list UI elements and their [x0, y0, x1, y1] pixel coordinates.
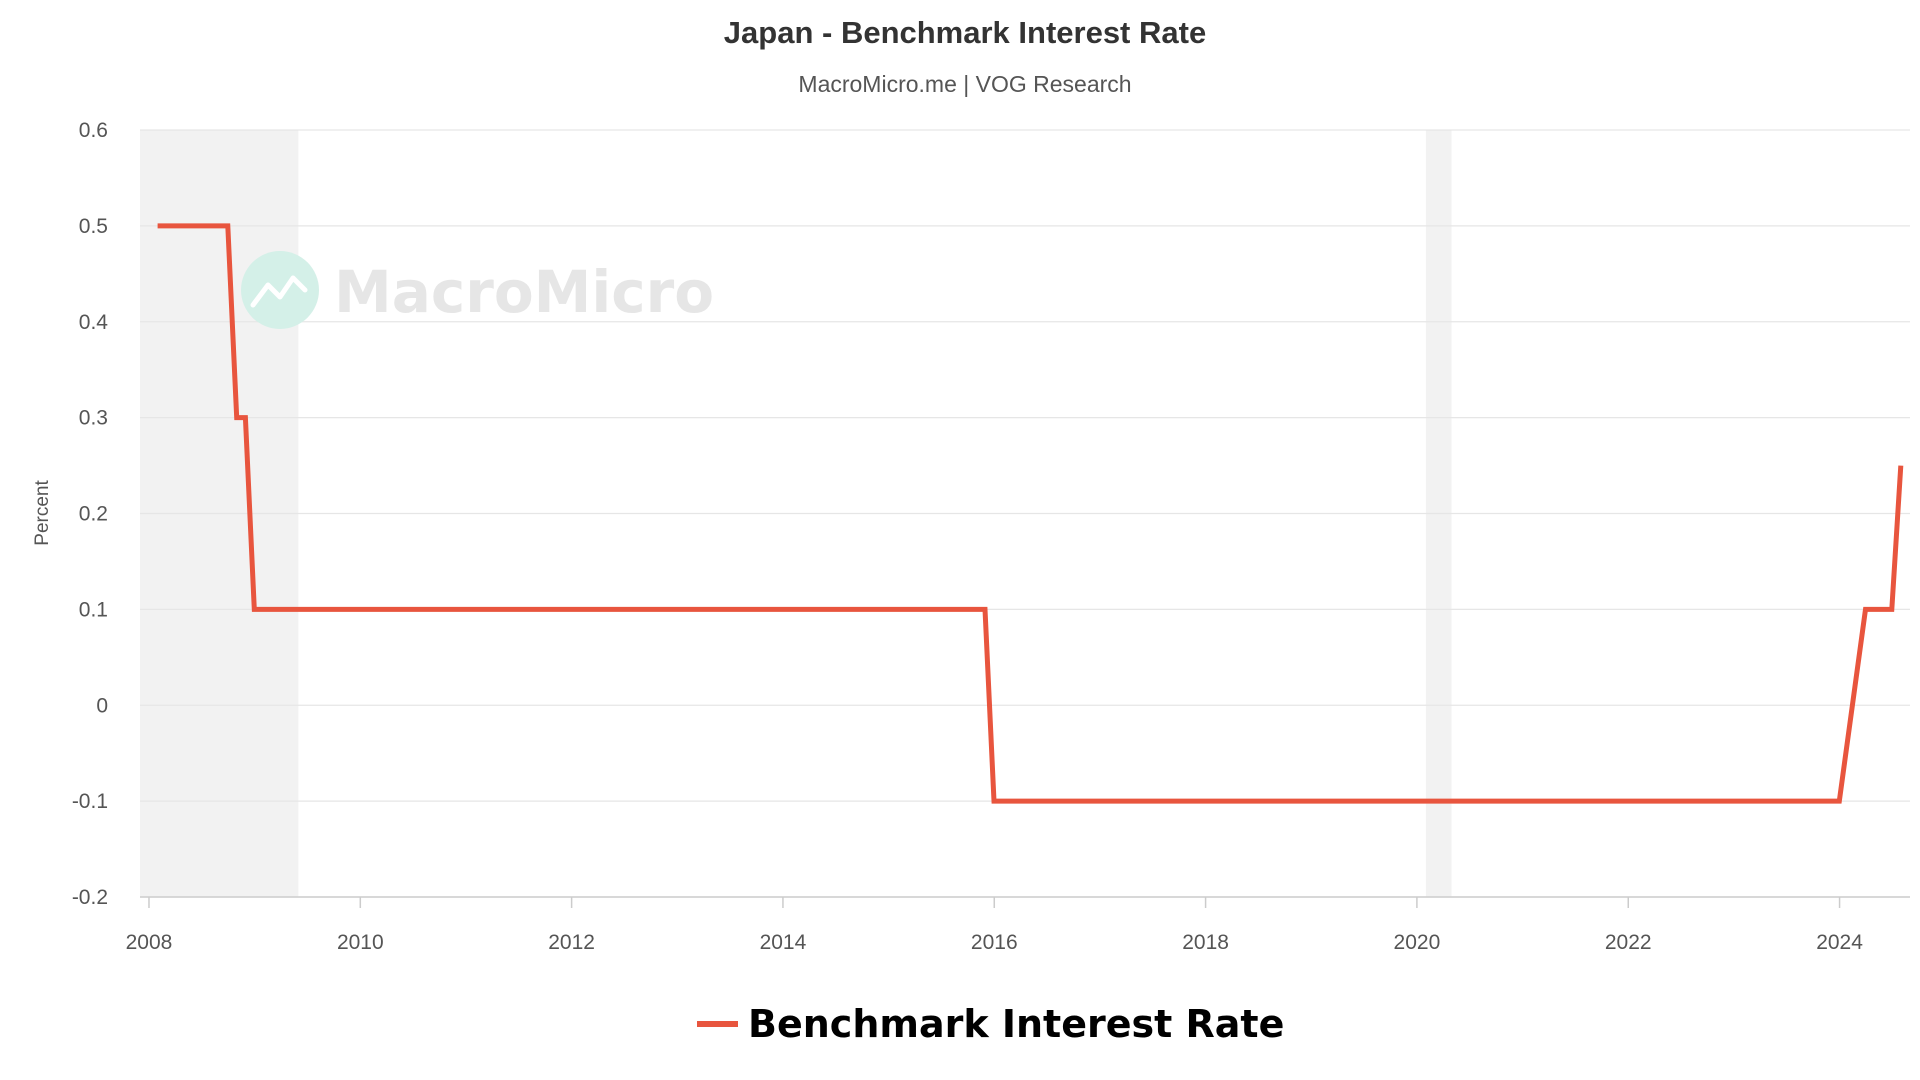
chart-title: Japan - Benchmark Interest Rate: [724, 15, 1206, 50]
y-axis: 0.6 0.5 0.4 0.3 0.2 0.1 0 -0.1 -0.2: [72, 119, 108, 909]
y-tick-label: 0.2: [79, 503, 108, 526]
y-tick-label: 0.1: [79, 598, 108, 621]
series-line: [157, 223, 1904, 804]
legend[interactable]: Benchmark Interest Rate: [697, 1002, 1284, 1046]
watermark: MacroMicro: [241, 251, 714, 329]
x-tick-label: 2014: [760, 931, 807, 954]
x-tick-label: 2010: [337, 931, 384, 954]
x-tick-label: 2024: [1816, 931, 1863, 954]
y-tick-label: -0.1: [72, 790, 108, 813]
x-tick-label: 2008: [126, 931, 173, 954]
y-tick-label: 0.4: [79, 311, 109, 334]
chart-subtitle: MacroMicro.me | VOG Research: [798, 71, 1131, 97]
y-tick-label: 0.6: [79, 119, 108, 142]
x-tick-label: 2022: [1605, 931, 1652, 954]
watermark-logo-icon: [241, 251, 319, 329]
y-tick-label: 0: [96, 694, 108, 717]
y-tick-label: -0.2: [72, 886, 108, 909]
x-tick-label: 2012: [548, 931, 595, 954]
gridlines: [140, 129, 1910, 802]
series-layer: [157, 223, 1904, 804]
x-axis: 2008 2010 2012 2014 2016 2018 2020 2022 2024: [126, 896, 1910, 954]
y-tick-label: 0.5: [79, 215, 108, 238]
x-tick-label: 2020: [1394, 931, 1441, 954]
watermark-chart-trend-icon: [250, 275, 308, 308]
watermark-text: MacroMicro: [334, 258, 714, 326]
y-tick-label: 0.3: [79, 407, 108, 430]
x-tick-label: 2016: [971, 931, 1018, 954]
legend-label: Benchmark Interest Rate: [748, 1002, 1284, 1046]
x-tick-label: 2018: [1182, 931, 1229, 954]
y-axis-title: Percent: [32, 480, 53, 546]
